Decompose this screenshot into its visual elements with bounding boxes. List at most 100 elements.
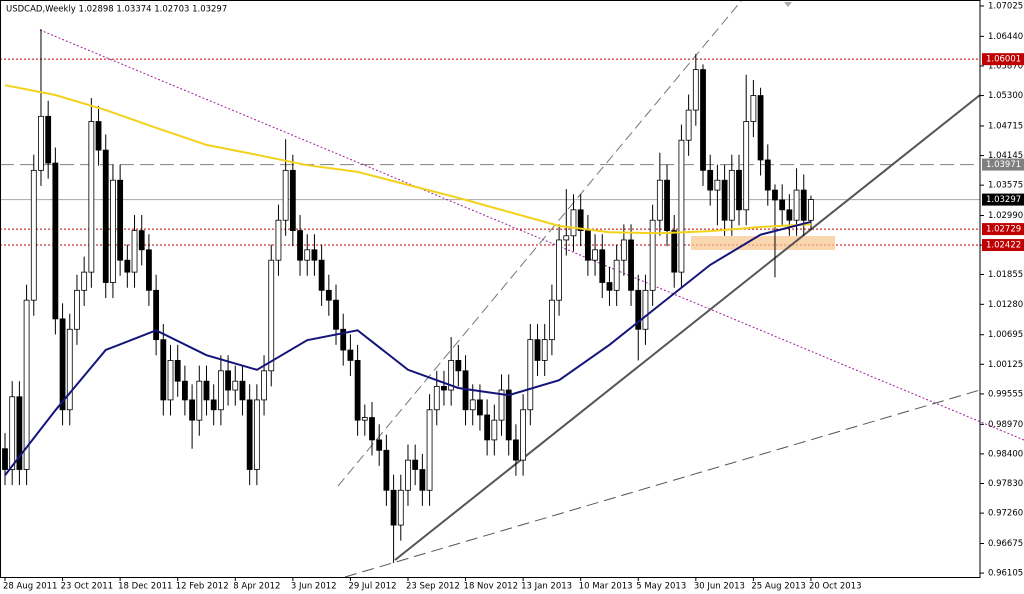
- candle-body: [700, 69, 706, 171]
- candle-body: [800, 189, 807, 221]
- candle-body: [707, 169, 714, 191]
- moving-average: [4, 84, 812, 235]
- trend-line: [39, 29, 1024, 441]
- candle-body: [548, 299, 555, 341]
- candle-body: [153, 289, 160, 341]
- candle-body: [81, 271, 88, 291]
- candle-body: [246, 399, 253, 470]
- moving-averages: [4, 84, 812, 476]
- x-tick-label: 8 Apr 2012: [233, 582, 280, 592]
- candle-body: [642, 289, 649, 330]
- candle-body: [793, 189, 800, 221]
- candle-body: [282, 169, 289, 221]
- candle-body: [736, 169, 742, 211]
- candle-body: [448, 360, 455, 391]
- y-tick-label: 1.00695: [988, 330, 1023, 340]
- candle-body: [484, 414, 491, 441]
- candle-body: [253, 399, 260, 470]
- candle-body: [772, 189, 778, 201]
- candle-body: [354, 360, 361, 421]
- x-tick-label: 12 Feb 2012: [176, 582, 229, 592]
- candle-body: [16, 396, 23, 470]
- level-label: 1.03971: [986, 160, 1021, 170]
- level-label-box: [982, 193, 1024, 206]
- y-tick-label: 1.01280: [988, 300, 1023, 310]
- y-tick-label: 1.04715: [988, 121, 1023, 131]
- candle-body: [239, 380, 246, 401]
- candle-body: [347, 349, 354, 361]
- candle-body: [728, 169, 735, 221]
- candle-body: [203, 380, 210, 401]
- candle-body: [405, 459, 411, 491]
- candle-body: [66, 328, 73, 411]
- plot-frame: [0, 0, 981, 578]
- candle-body: [110, 179, 116, 283]
- candle-body: [340, 328, 347, 351]
- level-label: 1.06001: [986, 55, 1021, 65]
- candle-body: [189, 399, 195, 421]
- candle-body: [52, 162, 59, 320]
- candle-body: [419, 469, 426, 491]
- x-tick-label: 20 Oct 2013: [809, 582, 862, 592]
- candle-body: [779, 199, 786, 211]
- level-label-box: [982, 223, 1024, 236]
- x-tick-label: 23 Oct 2011: [61, 582, 114, 592]
- candle-body: [390, 489, 397, 526]
- y-tick-label: 0.97830: [988, 479, 1023, 489]
- y-tick-label: 0.97260: [988, 509, 1023, 519]
- candle-body: [664, 179, 670, 231]
- candle-body: [743, 121, 750, 211]
- candle-body: [441, 385, 447, 391]
- candle-body: [225, 370, 231, 391]
- candle-body: [311, 249, 318, 261]
- y-tick-label: 1.03575: [988, 181, 1023, 191]
- candle-body: [678, 139, 685, 273]
- candle-body: [102, 149, 109, 283]
- candle-body: [527, 339, 534, 411]
- x-tick-label: 5 May 2013: [636, 582, 686, 592]
- candle-body: [584, 230, 591, 261]
- x-tick-label: 29 Jul 2012: [348, 582, 396, 592]
- y-tick-label: 1.04145: [988, 151, 1023, 161]
- candle-body: [146, 249, 152, 291]
- candle-body: [275, 219, 282, 261]
- candle-body: [534, 339, 541, 361]
- candle-body: [304, 249, 311, 261]
- candle-body: [570, 209, 577, 237]
- y-tick-label: 1.05300: [988, 91, 1023, 101]
- candle-body: [138, 230, 145, 251]
- candle-body: [477, 399, 483, 416]
- candle-body: [95, 121, 102, 151]
- candle-body: [217, 370, 224, 411]
- level-label-box: [982, 158, 1024, 171]
- x-tick-label: 18 Nov 2012: [464, 582, 518, 592]
- x-tick-label: 10 Mar 2013: [579, 582, 633, 592]
- candle-body: [764, 159, 771, 191]
- candle-body: [671, 230, 678, 273]
- y-tick-label: 1.01855: [988, 270, 1023, 280]
- candle-body: [383, 449, 390, 491]
- level-label: 1.02422: [986, 241, 1021, 251]
- candle-body: [628, 239, 634, 291]
- candle-body: [714, 179, 721, 191]
- candle-body: [261, 370, 267, 401]
- candle-body: [289, 169, 296, 231]
- candle-body: [808, 199, 814, 221]
- candles: [2, 29, 814, 563]
- candle-body: [376, 439, 383, 451]
- candle-body: [620, 239, 627, 261]
- y-tick-label: 1.07025: [988, 1, 1023, 11]
- level-label: 1.02729: [986, 225, 1021, 235]
- candle-body: [2, 448, 8, 470]
- candle-body: [513, 439, 519, 461]
- chart-title: USDCAD,Weekly 1.02898 1.03374 1.02703 1.…: [6, 5, 227, 15]
- candle-body: [491, 419, 498, 441]
- y-tick-label: 1.02990: [988, 211, 1023, 221]
- candle-body: [613, 259, 620, 291]
- candle-body: [397, 489, 404, 526]
- candle-body: [412, 459, 419, 470]
- y-tick-label: 1.00125: [988, 360, 1023, 370]
- level-label-box: [982, 239, 1024, 252]
